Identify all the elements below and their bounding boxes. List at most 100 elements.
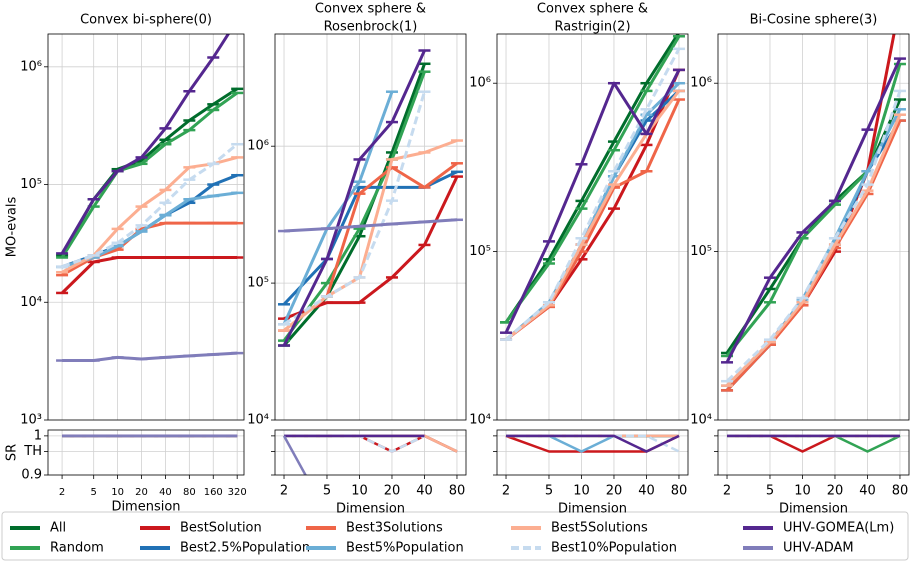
panel-title: Convex sphere & [315, 2, 426, 17]
x-tick-label: 2 [59, 487, 65, 498]
x-tick-label: 10 [573, 484, 590, 499]
legend-label: Best3Solutions [346, 521, 443, 536]
y-tick-label: 10⁶ [247, 139, 269, 154]
y-tick-label: 10⁴ [247, 413, 269, 428]
sr-line [284, 434, 458, 453]
sr-line [506, 434, 680, 453]
x-axis-label: Dimension [558, 502, 627, 517]
x-tick-label: 40 [416, 484, 433, 499]
legend-label: Random [50, 541, 104, 556]
y-tick-label: 10⁶ [20, 59, 42, 74]
legend-label: Best2.5%Population [180, 541, 310, 556]
legend-box [1, 511, 909, 561]
legend-label: UHV-GOMEA(Lm) [783, 521, 894, 536]
x-tick-label: 40 [159, 487, 172, 498]
series-line [505, 89, 681, 341]
series-line [725, 57, 902, 363]
x-tick-label: 5 [766, 484, 774, 499]
series-line [60, 34, 231, 255]
x-tick-label: 40 [859, 484, 876, 499]
series-line [283, 175, 459, 321]
legend-label: Best10%Population [551, 541, 677, 556]
series-line [283, 139, 458, 332]
x-tick-label: 5 [91, 487, 97, 498]
plot-area [500, 34, 685, 341]
panel-title: Rosenbrock(1) [324, 20, 418, 35]
y-tick-label: 10³ [20, 413, 42, 428]
x-tick-label: 10 [111, 487, 124, 498]
panel-title: Bi-Cosine sphere(3) [750, 13, 878, 28]
axes-frame [496, 33, 689, 421]
x-tick-label: 2 [723, 484, 731, 499]
series-line [504, 69, 681, 334]
x-tick-label: 20 [827, 484, 844, 499]
y-tick-label: 10⁵ [20, 177, 42, 192]
axes-frame [47, 33, 245, 421]
legend-label: Best5Solutions [551, 521, 648, 536]
legend-label: Best5%Population [346, 541, 464, 556]
x-tick-label: 2 [280, 484, 288, 499]
y-axis-label: MO-evals [5, 197, 20, 258]
legend-label: BestSolution [180, 521, 262, 536]
sr-line [727, 434, 901, 453]
sr-axes-frame [496, 429, 689, 476]
series-line [725, 34, 896, 392]
y-tick-label: 10⁵ [690, 244, 712, 259]
x-tick-label: 10 [794, 484, 811, 499]
sr-area [727, 434, 901, 453]
x-tick-label: 10 [351, 484, 368, 499]
series-line [504, 35, 681, 324]
y-tick-label: 10⁶ [690, 76, 712, 91]
series-line [725, 114, 902, 387]
sr-axes-frame [717, 429, 910, 476]
plot-area [56, 34, 244, 362]
legend-label: All [50, 521, 66, 536]
x-tick-label: 80 [183, 487, 196, 498]
sr-axes-frame [274, 429, 467, 476]
y-tick-label: 10⁴ [469, 413, 491, 428]
sr-line [282, 435, 307, 475]
series-line [725, 63, 902, 357]
legend-label: UHV-ADAM [783, 541, 854, 556]
y-tick-label: 10⁵ [247, 276, 269, 291]
sr-line [284, 434, 426, 453]
panel-title: Convex sphere & [537, 2, 648, 17]
x-axis-label: Dimension [336, 502, 405, 517]
panel-title: Convex bi-sphere(0) [80, 13, 212, 28]
sr-axes-frame [47, 429, 245, 476]
series-line [504, 34, 680, 324]
x-tick-label: 20 [384, 484, 401, 499]
plot-area [721, 34, 906, 392]
x-tick-label: 2 [502, 484, 510, 499]
panel-title: Rastrigin(2) [554, 20, 630, 35]
y-tick-label: 10⁴ [690, 413, 712, 428]
sr-tick-label: 1 [34, 428, 42, 443]
x-tick-label: 80 [671, 484, 688, 499]
sr-area [505, 434, 680, 453]
y-tick-label: 10⁵ [469, 244, 491, 259]
x-axis-label: Dimension [779, 502, 848, 517]
sr-axis-label: SR [5, 444, 20, 461]
x-tick-label: 320 [228, 487, 247, 498]
axes-frame [717, 33, 910, 421]
y-tick-label: 10⁴ [20, 295, 42, 310]
series-line [725, 90, 902, 383]
series-line [61, 143, 239, 269]
sr-tick-label: TH [23, 444, 42, 459]
x-tick-label: 80 [449, 484, 466, 499]
x-axis-label: Dimension [111, 500, 180, 515]
series-line [60, 91, 239, 259]
x-tick-label: 160 [204, 487, 223, 498]
x-tick-label: 5 [323, 484, 331, 499]
sr-area [282, 434, 458, 475]
x-tick-label: 80 [892, 484, 909, 499]
x-tick-label: 20 [135, 487, 148, 498]
sr-tick-label: 0.9 [21, 468, 42, 483]
y-tick-label: 10⁶ [469, 76, 491, 91]
axes-frame [274, 33, 467, 421]
series-line [505, 48, 681, 341]
x-tick-label: 40 [638, 484, 655, 499]
series-line [61, 173, 238, 269]
plot-area [278, 49, 463, 347]
